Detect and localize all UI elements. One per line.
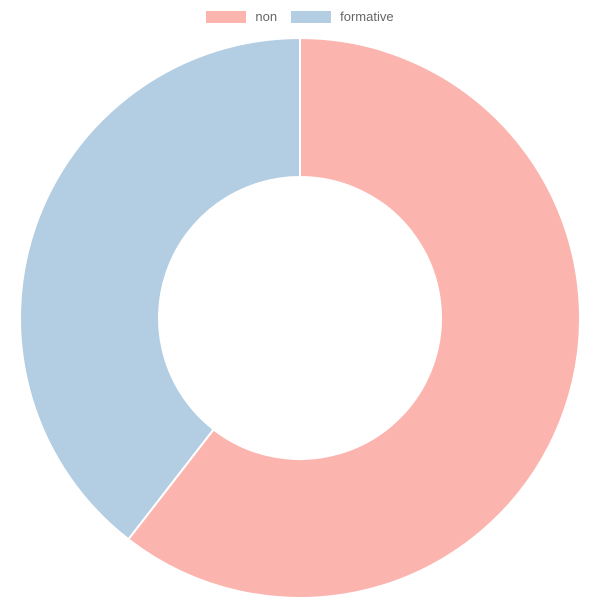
legend-label-non: non [255, 9, 278, 24]
legend-label-formative: formative [340, 9, 394, 24]
legend-item-non[interactable]: non [206, 9, 277, 24]
doughnut-slices [19, 36, 581, 599]
legend-swatch-formative [291, 10, 332, 23]
legend-swatch-non [206, 10, 247, 23]
slice-formative[interactable] [19, 36, 301, 541]
legend-item-formative[interactable]: formative [291, 9, 394, 24]
slice-non[interactable] [126, 36, 581, 599]
chart-legend: non formative [0, 9, 600, 24]
